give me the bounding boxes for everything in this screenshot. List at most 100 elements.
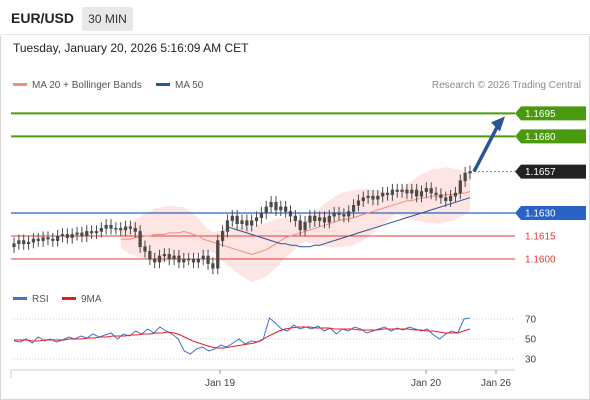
candle-body <box>444 197 448 202</box>
price-label-1.1630: 1.1630 <box>515 206 586 220</box>
candle-body <box>279 206 283 211</box>
candle-body <box>31 238 36 243</box>
candle-body <box>240 220 244 225</box>
legend-swatch-ma50 <box>156 82 170 86</box>
price-label-bg <box>515 106 586 121</box>
candle-body <box>298 220 302 231</box>
price-label-text: 1.1657 <box>525 167 556 178</box>
legend-label-9ma: 9MA <box>81 294 102 305</box>
candle-body <box>225 220 230 232</box>
candle-body <box>104 224 108 229</box>
symbol-title[interactable]: EUR/USD <box>11 10 75 26</box>
header-divider <box>0 34 590 35</box>
time-tick-label: Jan 19 <box>205 378 235 389</box>
candle-body <box>453 192 458 197</box>
candle-body <box>167 254 171 260</box>
candle-body <box>123 226 128 231</box>
candle-body <box>128 226 133 229</box>
candle-body <box>99 228 103 232</box>
candle-body <box>342 214 346 217</box>
candle-body <box>133 228 137 232</box>
candle-body <box>187 258 191 261</box>
candle-body <box>85 231 89 237</box>
price-label-1.1600: 1.1600 <box>525 255 556 266</box>
candle-body <box>172 255 176 260</box>
research-credit: Research © 2026 Trading Central <box>431 80 581 91</box>
price-label-bg <box>515 129 586 144</box>
price-label-text: 1.1600 <box>525 255 556 266</box>
candle-body <box>109 224 113 229</box>
candle-body <box>385 192 390 195</box>
candle-body <box>162 254 167 257</box>
candle-body <box>153 258 157 263</box>
time-tick-label: Jan 20 <box>411 378 441 389</box>
rsi-line <box>13 317 471 355</box>
candle-body <box>376 195 380 200</box>
candle-body <box>230 215 234 221</box>
candle-body <box>405 189 409 194</box>
candle-body <box>332 212 336 217</box>
candle-body <box>157 255 162 263</box>
candle-body <box>458 180 462 194</box>
candle-body <box>322 217 327 223</box>
candle-body <box>75 232 79 235</box>
legend-swatch-rsi <box>13 296 27 300</box>
candle-body <box>22 240 26 244</box>
rsi-tick-label: 70 <box>525 315 537 326</box>
candle-body <box>366 195 370 198</box>
candle-body <box>26 241 31 244</box>
candle-body <box>313 215 317 221</box>
candle-body <box>308 215 312 223</box>
candle-body <box>138 231 142 248</box>
candle-body <box>70 234 74 238</box>
candle-body <box>235 215 239 225</box>
candle-body <box>245 220 249 226</box>
legend-label-rsi: RSI <box>32 294 49 305</box>
candle-body <box>293 215 297 221</box>
header-bar: EUR/USD 30 MIN <box>0 0 590 36</box>
candle-body <box>395 189 399 192</box>
candle-body <box>351 205 356 212</box>
candle-body <box>303 221 307 231</box>
timeframe-badge[interactable]: 30 MIN <box>82 7 133 31</box>
candle-body <box>41 237 45 241</box>
candle-body <box>327 215 331 223</box>
candle-body <box>80 232 84 237</box>
price-label-text: 1.1695 <box>525 109 556 120</box>
candle-body <box>463 172 467 182</box>
candle-body <box>410 189 414 194</box>
candle-body <box>434 192 438 195</box>
candle-body <box>182 258 186 263</box>
price-label-1.1680: 1.1680 <box>515 129 586 144</box>
candle-body <box>250 220 254 226</box>
legend-label-ma50: MA 50 <box>175 80 204 91</box>
candle-body <box>177 255 181 263</box>
candle-body <box>206 255 210 264</box>
price-label-1.1657: 1.1657 <box>515 164 586 179</box>
legend-swatch-ma20 <box>13 82 27 86</box>
candle-body <box>361 197 365 202</box>
price-label-text: 1.1615 <box>525 232 556 243</box>
candle-body <box>196 258 200 263</box>
candle-body <box>12 243 16 248</box>
price-label-bg <box>515 164 586 179</box>
candle-body <box>419 191 424 197</box>
rsi-9ma-line <box>14 326 471 349</box>
candle-body <box>448 195 453 202</box>
forecast-arrow-head <box>491 116 505 132</box>
candle-body <box>89 231 94 234</box>
price-label-bg <box>515 206 586 220</box>
candle-body <box>216 240 220 269</box>
legend-swatch-9ma <box>62 296 76 300</box>
candle-body <box>424 188 428 192</box>
candle-body <box>119 228 123 231</box>
rsi-tick-label: 30 <box>525 355 537 366</box>
legend-item-9ma: 9MA <box>62 294 102 305</box>
candle-body <box>288 211 293 217</box>
candle-body <box>191 258 196 263</box>
candle-body <box>60 234 65 237</box>
candle-body <box>114 228 118 230</box>
candle-body <box>51 238 55 241</box>
legend-item-ma50: MA 50 <box>156 80 203 91</box>
